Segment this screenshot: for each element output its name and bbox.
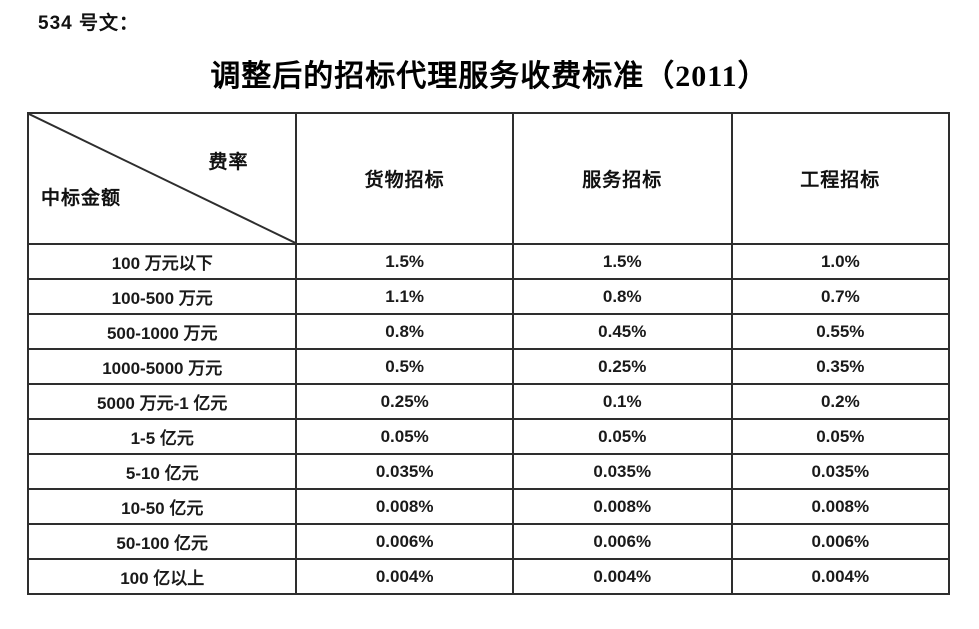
rate-cell: 0.006% — [511, 523, 733, 560]
table-row: 5-10 亿元 0.035% 0.035% 0.035% — [26, 453, 951, 490]
rate-cell: 1.5% — [511, 243, 733, 280]
row-label: 1000-5000 万元 — [26, 348, 298, 385]
rate-cell: 1.1% — [295, 278, 514, 315]
header-row: 费率 中标金额 货物招标 服务招标 工程招标 — [26, 112, 951, 245]
rate-cell: 0.8% — [511, 278, 733, 315]
table-row: 1-5 亿元 0.05% 0.05% 0.05% — [26, 418, 951, 455]
rate-cell: 0.008% — [295, 488, 514, 525]
row-label: 50-100 亿元 — [26, 523, 298, 560]
table-row: 100 亿以上 0.004% 0.004% 0.004% — [26, 558, 951, 595]
rate-cell: 1.5% — [295, 243, 514, 280]
rate-cell: 0.2% — [730, 383, 951, 420]
diagonal-corner-cell: 费率 中标金额 — [26, 112, 298, 245]
rate-cell: 0.5% — [295, 348, 514, 385]
fee-rate-table: 费率 中标金额 货物招标 服务招标 工程招标 100 万元以下 1.5% 1.5… — [26, 112, 951, 595]
column-header-services: 服务招标 — [511, 112, 733, 245]
rate-cell: 0.7% — [730, 278, 951, 315]
rate-cell: 0.004% — [730, 558, 951, 595]
rate-cell: 0.006% — [730, 523, 951, 560]
column-header-engineering: 工程招标 — [730, 112, 951, 245]
corner-label-rate: 费率 — [208, 152, 249, 173]
row-label: 100 亿以上 — [26, 558, 298, 595]
rate-cell: 0.55% — [730, 313, 951, 350]
row-label: 100-500 万元 — [26, 278, 298, 315]
diagonal-line — [29, 114, 295, 243]
rate-cell: 0.035% — [511, 453, 733, 490]
rate-cell: 0.1% — [511, 383, 733, 420]
page-title: 调整后的招标代理服务收费标准（2011） — [210, 60, 769, 93]
table-row: 100-500 万元 1.1% 0.8% 0.7% — [26, 278, 951, 315]
table-row: 1000-5000 万元 0.5% 0.25% 0.35% — [26, 348, 951, 385]
row-label: 1-5 亿元 — [26, 418, 298, 455]
column-header-goods: 货物招标 — [295, 112, 514, 245]
table-body: 100 万元以下 1.5% 1.5% 1.0% 100-500 万元 1.1% … — [26, 243, 951, 595]
rate-cell: 0.25% — [511, 348, 733, 385]
table-row: 500-1000 万元 0.8% 0.45% 0.55% — [26, 313, 951, 350]
table-row: 5000 万元-1 亿元 0.25% 0.1% 0.2% — [26, 383, 951, 420]
doc-number: 534 号文： — [38, 13, 139, 34]
corner-label-amount: 中标金额 — [41, 188, 122, 209]
rate-cell: 0.35% — [730, 348, 951, 385]
rate-cell: 0.45% — [511, 313, 733, 350]
row-label: 5-10 亿元 — [26, 453, 298, 490]
table-row: 100 万元以下 1.5% 1.5% 1.0% — [26, 243, 951, 280]
rate-cell: 0.008% — [730, 488, 951, 525]
rate-cell: 0.035% — [295, 453, 514, 490]
row-label: 10-50 亿元 — [26, 488, 298, 525]
rate-cell: 0.25% — [295, 383, 514, 420]
rate-cell: 0.8% — [295, 313, 514, 350]
rate-cell: 0.008% — [511, 488, 733, 525]
rate-cell: 0.035% — [730, 453, 951, 490]
row-label: 500-1000 万元 — [26, 313, 298, 350]
row-label: 100 万元以下 — [26, 243, 298, 280]
rate-cell: 0.004% — [511, 558, 733, 595]
table-header: 费率 中标金额 货物招标 服务招标 工程招标 — [26, 112, 951, 245]
rate-cell: 1.0% — [730, 243, 951, 280]
rate-cell: 0.006% — [295, 523, 514, 560]
rate-cell: 0.004% — [295, 558, 514, 595]
row-label: 5000 万元-1 亿元 — [26, 383, 298, 420]
table-row: 50-100 亿元 0.006% 0.006% 0.006% — [26, 523, 951, 560]
table-row: 10-50 亿元 0.008% 0.008% 0.008% — [26, 488, 951, 525]
rate-cell: 0.05% — [511, 418, 733, 455]
rate-cell: 0.05% — [295, 418, 514, 455]
rate-cell: 0.05% — [730, 418, 951, 455]
